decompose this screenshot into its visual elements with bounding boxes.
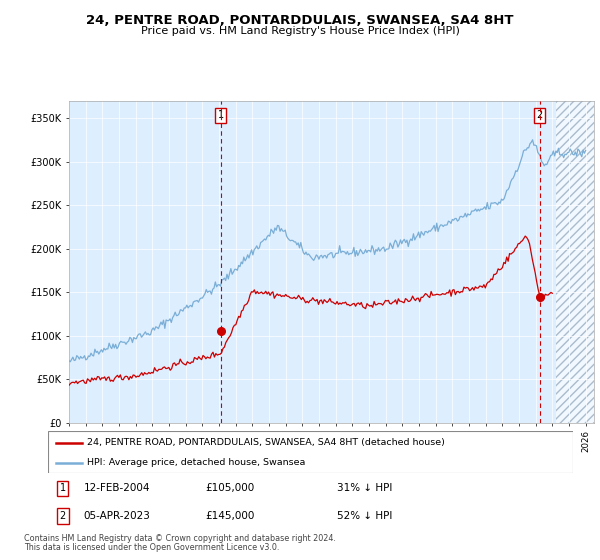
Text: 1: 1 <box>218 110 224 120</box>
FancyBboxPatch shape <box>48 431 573 473</box>
Bar <box>556 101 594 423</box>
Text: 24, PENTRE ROAD, PONTARDDULAIS, SWANSEA, SA4 8HT: 24, PENTRE ROAD, PONTARDDULAIS, SWANSEA,… <box>86 14 514 27</box>
Text: 2: 2 <box>59 511 66 521</box>
Text: 1: 1 <box>59 483 66 493</box>
Text: £145,000: £145,000 <box>205 511 255 521</box>
Text: Price paid vs. HM Land Registry's House Price Index (HPI): Price paid vs. HM Land Registry's House … <box>140 26 460 36</box>
Text: HPI: Average price, detached house, Swansea: HPI: Average price, detached house, Swan… <box>88 458 306 467</box>
Text: 52% ↓ HPI: 52% ↓ HPI <box>337 511 392 521</box>
Text: 31% ↓ HPI: 31% ↓ HPI <box>337 483 392 493</box>
Text: This data is licensed under the Open Government Licence v3.0.: This data is licensed under the Open Gov… <box>24 543 280 552</box>
Text: 2: 2 <box>537 110 543 120</box>
Bar <box>556 101 594 423</box>
Text: £105,000: £105,000 <box>205 483 255 493</box>
Text: 12-FEB-2004: 12-FEB-2004 <box>84 483 150 493</box>
Text: 05-APR-2023: 05-APR-2023 <box>84 511 151 521</box>
Text: Contains HM Land Registry data © Crown copyright and database right 2024.: Contains HM Land Registry data © Crown c… <box>24 534 336 543</box>
Text: 24, PENTRE ROAD, PONTARDDULAIS, SWANSEA, SA4 8HT (detached house): 24, PENTRE ROAD, PONTARDDULAIS, SWANSEA,… <box>88 438 445 447</box>
